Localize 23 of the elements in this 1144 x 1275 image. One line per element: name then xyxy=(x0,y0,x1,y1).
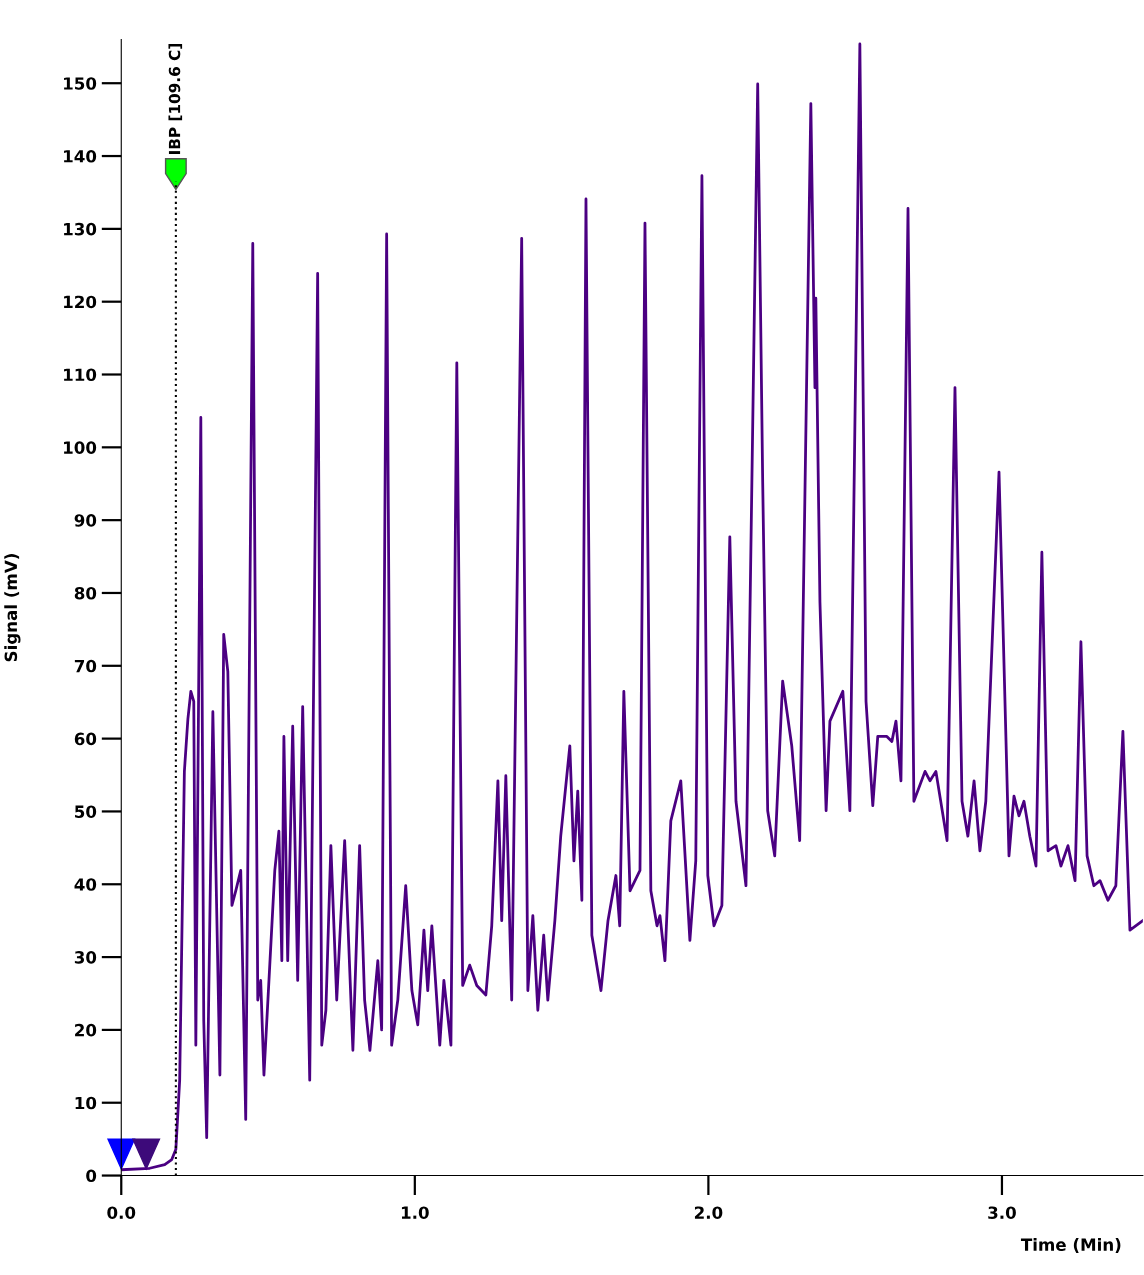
y-tick-label: 50 xyxy=(75,805,97,819)
y-tick-label: 20 xyxy=(75,1023,97,1037)
x-tick-label: 0.0 xyxy=(107,1206,136,1220)
y-tick-label: 0 xyxy=(86,1169,97,1183)
ref-line-label: IBP [109.6 C] xyxy=(168,44,183,154)
y-tick-label: 150 xyxy=(64,77,97,90)
y-tick-label: 70 xyxy=(74,659,97,673)
y-tick-label: 110 xyxy=(64,368,97,382)
y-tick-label: 90 xyxy=(74,514,97,527)
y-tick-label: 100 xyxy=(64,441,97,454)
y-tick-label: 120 xyxy=(64,295,97,309)
y-axis-title: Signal (mV) xyxy=(4,554,21,662)
y-tick-label: 80 xyxy=(74,586,97,600)
y-tick-label: 10 xyxy=(75,1096,97,1110)
y-tick-label: 130 xyxy=(64,222,97,236)
y-tick-label: 60 xyxy=(74,732,97,746)
x-tick-label: 3.0 xyxy=(988,1206,1016,1220)
y-tick-label: 140 xyxy=(64,150,97,163)
y-tick-label: 30 xyxy=(74,951,97,964)
y-tick-label: 40 xyxy=(74,878,97,891)
x-tick-label: 2.0 xyxy=(694,1206,723,1220)
x-axis-title: Time (Min) xyxy=(1020,1238,1121,1253)
x-tick-label: 1.0 xyxy=(401,1206,429,1220)
